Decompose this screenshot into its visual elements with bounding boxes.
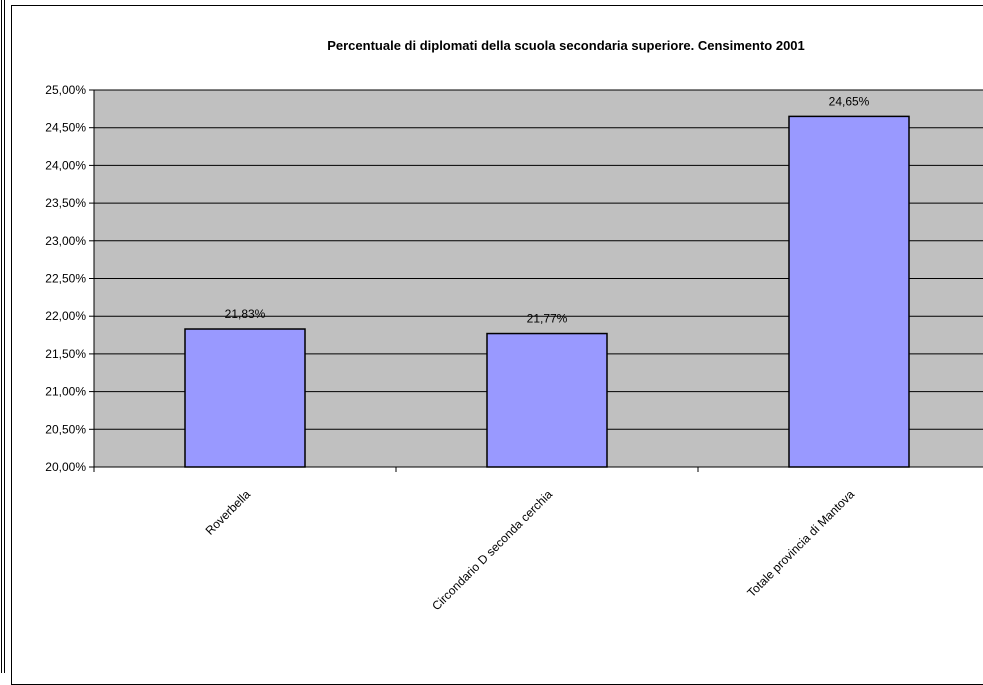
y-tick-label: 24,50%: [45, 121, 86, 135]
y-tick-label: 23,50%: [45, 196, 86, 210]
y-tick-label: 20,00%: [45, 460, 86, 474]
chart-title: Percentuale di diplomati della scuola se…: [327, 38, 805, 53]
y-tick-label: 20,50%: [45, 422, 86, 436]
data-labels: 21,83% 21,77% 24,65%: [225, 94, 870, 325]
y-axis-ticks: 20,00% 20,50% 21,00% 21,50% 22,00% 22,50% 23,0…: [45, 83, 94, 474]
y-tick-label: 25,00%: [45, 83, 86, 97]
y-tick-label: 22,50%: [45, 272, 86, 286]
data-label: 24,65%: [829, 94, 870, 108]
chart-area: Percentuale di diplomati della scuola se…: [11, 5, 983, 685]
x-tick-label: Roverbella: [203, 487, 254, 538]
y-tick-label: 21,50%: [45, 347, 86, 361]
data-label: 21,77%: [527, 312, 568, 326]
window-border-left: [1, 0, 2, 673]
bar: [184, 328, 306, 468]
x-tick-label: Circondario D seconda cerchia: [429, 487, 555, 613]
y-tick-label: 23,00%: [45, 234, 86, 248]
window-border-inner: [4, 0, 5, 673]
bars: [184, 115, 910, 468]
data-label: 21,83%: [225, 307, 266, 321]
chart-svg: Percentuale di diplomati della scuola se…: [45, 38, 983, 613]
y-tick-label: 22,00%: [45, 309, 86, 323]
x-tick-label: Totale provincia di Mantova: [744, 487, 857, 600]
y-tick-label: 24,00%: [45, 158, 86, 172]
bar: [486, 332, 608, 468]
bar: [788, 115, 910, 468]
x-axis-ticks: Roverbella Circondario D seconda cerchia T…: [93, 467, 857, 613]
y-tick-label: 21,00%: [45, 385, 86, 399]
